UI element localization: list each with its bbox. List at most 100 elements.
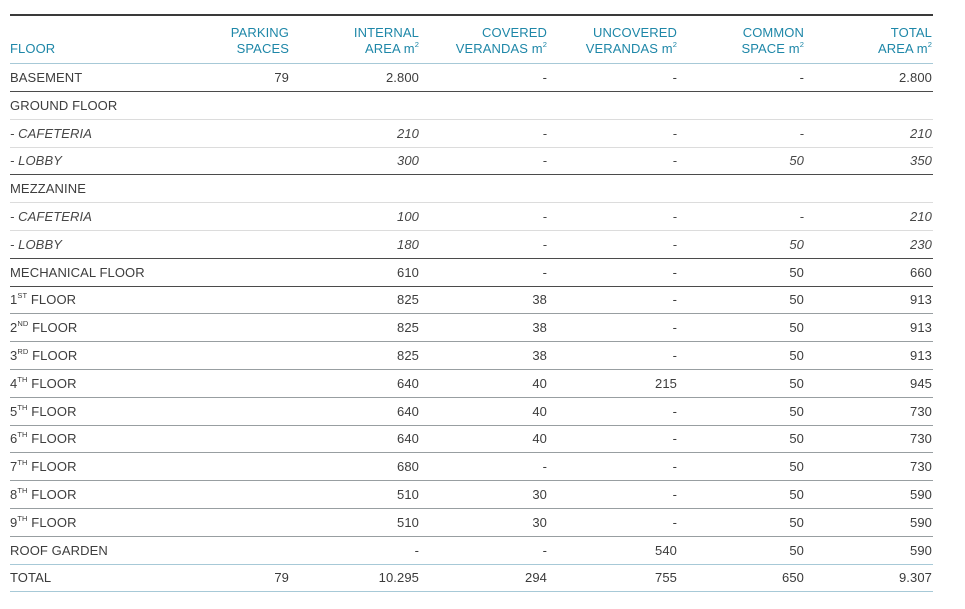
value-cell-total: 660 [805, 258, 933, 287]
value-cell-uncovered: - [548, 147, 678, 176]
value-cell-internal: 510 [290, 480, 420, 509]
value-cell-internal [290, 91, 420, 120]
value-cell-total: 590 [805, 536, 933, 565]
superscript: 2 [927, 39, 932, 49]
superscript: 2 [799, 39, 804, 49]
value-cell-covered: 38 [420, 341, 548, 370]
value-cell-parking [200, 313, 290, 343]
value-cell-total: 350 [805, 147, 933, 176]
value-cell-common: 50 [678, 508, 805, 537]
value-cell-total: 730 [805, 425, 933, 454]
floor-schedule-page: FLOOR PARKING SPACES INTERNAL AREA m2 COVERED… [10, 14, 933, 593]
table-row: 2ND FLOOR 825 38-50 913 [10, 313, 933, 343]
table-row: MEZZANINE [10, 174, 933, 204]
superscript: 2 [542, 39, 547, 49]
table-row: ROOF GARDEN - -540 50 590 [10, 536, 933, 565]
value-cell-covered: 38 [420, 313, 548, 343]
value-cell-uncovered [548, 174, 678, 204]
value-cell-covered: 40 [420, 425, 548, 454]
value-cell-covered: - [420, 147, 548, 176]
value-cell-parking: 79 [200, 63, 290, 92]
value-cell-common: 50 [678, 480, 805, 509]
value-cell-total: 730 [805, 452, 933, 482]
floor-cell: 5TH FLOOR [10, 397, 200, 426]
value-cell-total: 210 [805, 202, 933, 231]
column-header-covered: COVERED VERANDAS m2 [420, 15, 548, 65]
value-cell-internal: 100 [290, 202, 420, 231]
value-cell-covered: - [420, 63, 548, 92]
table-row: - CAFETERIA 210- - -210 [10, 119, 933, 148]
column-header-total: TOTAL AREA m2 [805, 15, 933, 65]
value-cell-total: 9.307 [805, 564, 933, 593]
value-cell-total: 945 [805, 369, 933, 398]
value-cell-uncovered: 755 [548, 564, 678, 593]
value-cell-uncovered: - [548, 119, 678, 148]
value-cell-common [678, 174, 805, 204]
value-cell-internal: 300 [290, 147, 420, 176]
value-cell-internal: 680 [290, 452, 420, 482]
value-cell-internal: 510 [290, 508, 420, 537]
value-cell-uncovered: - [548, 425, 678, 454]
value-cell-covered: 30 [420, 480, 548, 509]
superscript: ST [17, 291, 28, 301]
table-row: 9TH FLOOR 510 30-50 590 [10, 508, 933, 537]
table-row: BASEMENT 79 2.800- - -2.800 [10, 63, 933, 92]
value-cell-common: 50 [678, 147, 805, 176]
floor-cell: 1ST FLOOR [10, 286, 200, 315]
value-cell-common: 50 [678, 397, 805, 426]
value-cell-common: 50 [678, 230, 805, 259]
table-body: BASEMENT 79 2.800- - -2.800 GROUND FLOOR - CAF… [10, 63, 933, 593]
floor-cell: 7TH FLOOR [10, 452, 200, 482]
value-cell-total [805, 174, 933, 204]
floor-cell: 6TH FLOOR [10, 425, 200, 454]
value-cell-total: 590 [805, 480, 933, 509]
value-cell-internal: 180 [290, 230, 420, 259]
value-cell-parking [200, 452, 290, 482]
value-cell-uncovered: 215 [548, 369, 678, 398]
value-cell-parking [200, 480, 290, 509]
table-row: - LOBBY 300- -50 350 [10, 147, 933, 176]
value-cell-covered: 38 [420, 286, 548, 315]
table-row: 6TH FLOOR 640 40-50 730 [10, 425, 933, 454]
value-cell-common: 50 [678, 425, 805, 454]
value-cell-covered: 40 [420, 369, 548, 398]
value-cell-total: 230 [805, 230, 933, 259]
value-cell-parking: 79 [200, 564, 290, 593]
floor-cell: 9TH FLOOR [10, 508, 200, 537]
value-cell-uncovered: - [548, 508, 678, 537]
value-cell-parking [200, 508, 290, 537]
header-row: FLOOR PARKING SPACES INTERNAL AREA m2 COVERED… [10, 15, 933, 65]
floor-cell: 3RD FLOOR [10, 341, 200, 370]
value-cell-covered [420, 174, 548, 204]
value-cell-covered [420, 91, 548, 120]
column-header-parking: PARKING SPACES [200, 15, 290, 65]
value-cell-covered: - [420, 119, 548, 148]
value-cell-internal: 10.295 [290, 564, 420, 593]
value-cell-uncovered: 540 [548, 536, 678, 565]
value-cell-common [678, 91, 805, 120]
value-cell-parking [200, 286, 290, 315]
floor-cell: MEZZANINE [10, 174, 200, 204]
floor-cell: ROOF GARDEN [10, 536, 200, 565]
table-row: 3RD FLOOR 825 38-50 913 [10, 341, 933, 370]
value-cell-covered: - [420, 202, 548, 231]
floor-cell: - LOBBY [10, 230, 200, 259]
value-cell-parking [200, 91, 290, 120]
table-row: - CAFETERIA 100- - -210 [10, 202, 933, 231]
value-cell-common: 50 [678, 536, 805, 565]
floor-cell: BASEMENT [10, 63, 200, 92]
value-cell-total: 913 [805, 313, 933, 343]
value-cell-uncovered: - [548, 480, 678, 509]
value-cell-total: 913 [805, 341, 933, 370]
floor-cell: 2ND FLOOR [10, 313, 200, 343]
value-cell-total: 913 [805, 286, 933, 315]
value-cell-internal: 610 [290, 258, 420, 287]
value-cell-internal: 640 [290, 369, 420, 398]
value-cell-covered: - [420, 230, 548, 259]
table-row: 7TH FLOOR 680- -50 730 [10, 452, 933, 482]
value-cell-internal: 640 [290, 425, 420, 454]
floor-cell: GROUND FLOOR [10, 91, 200, 120]
superscript: RD [17, 346, 29, 356]
superscript: ND [17, 319, 29, 329]
value-cell-covered: - [420, 258, 548, 287]
